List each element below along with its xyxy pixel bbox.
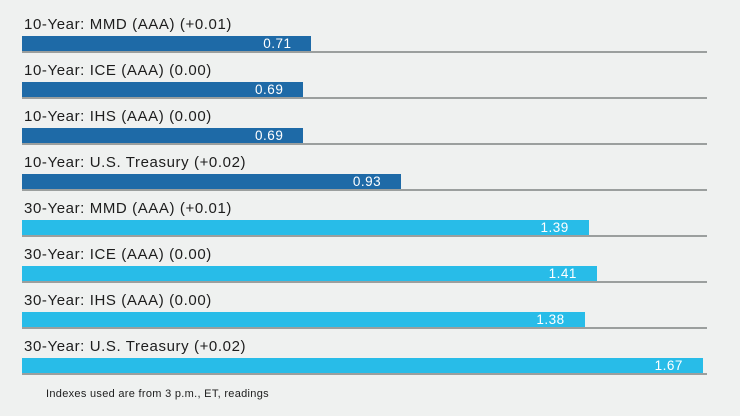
bar-value-label: 1.67 <box>654 358 683 373</box>
bar-row: 10-Year: U.S. Treasury (+0.02) 0.93 <box>22 154 707 191</box>
bar-label: 10-Year: U.S. Treasury (+0.02) <box>24 154 247 171</box>
bar-track: 0.69 <box>22 128 707 145</box>
chart-footnote: Indexes used are from 3 p.m., ET, readin… <box>46 388 269 400</box>
bar-row: 30-Year: ICE (AAA) (0.00) 1.41 <box>22 246 707 283</box>
bar-row: 30-Year: U.S. Treasury (+0.02) 1.67 <box>22 338 707 375</box>
bar-label: 10-Year: IHS (AAA) (0.00) <box>24 108 212 125</box>
bar-track: 1.67 <box>22 358 707 375</box>
bar-10yr-mmd: 0.71 <box>22 36 312 51</box>
bar-30yr-treasury: 1.67 <box>22 358 703 373</box>
bar-30yr-mmd: 1.39 <box>22 220 589 235</box>
yield-bar-chart: 10-Year: MMD (AAA) (+0.01) 0.71 10-Year:… <box>22 16 707 400</box>
bar-10yr-treasury: 0.93 <box>22 174 402 189</box>
bar-row: 30-Year: IHS (AAA) (0.00) 1.38 <box>22 292 707 329</box>
bar-track: 1.39 <box>22 220 707 237</box>
bar-30yr-ihs: 1.38 <box>22 312 585 327</box>
bar-label: 10-Year: ICE (AAA) (0.00) <box>24 62 212 79</box>
bar-track: 0.71 <box>22 36 707 53</box>
bar-30yr-ice: 1.41 <box>22 266 597 281</box>
bar-track: 0.69 <box>22 82 707 99</box>
bar-row: 10-Year: ICE (AAA) (0.00) 0.69 <box>22 62 707 99</box>
bar-value-label: 1.41 <box>548 266 577 281</box>
bar-row: 10-Year: MMD (AAA) (+0.01) 0.71 <box>22 16 707 53</box>
bar-label: 30-Year: IHS (AAA) (0.00) <box>24 292 212 309</box>
bar-label: 10-Year: MMD (AAA) (+0.01) <box>24 16 233 33</box>
bar-value-label: 0.93 <box>352 174 382 189</box>
bar-track: 1.41 <box>22 266 707 283</box>
bar-track: 0.93 <box>22 174 707 191</box>
bar-row: 10-Year: IHS (AAA) (0.00) 0.69 <box>22 108 707 145</box>
bar-10yr-ice: 0.69 <box>22 82 304 97</box>
bar-row: 30-Year: MMD (AAA) (+0.01) 1.39 <box>22 200 707 237</box>
bar-value-label: 1.38 <box>536 312 565 327</box>
bar-track: 1.38 <box>22 312 707 329</box>
bar-label: 30-Year: U.S. Treasury (+0.02) <box>24 338 247 355</box>
bar-value-label: 0.69 <box>255 82 284 97</box>
bar-value-label: 0.71 <box>263 36 292 51</box>
bar-label: 30-Year: ICE (AAA) (0.00) <box>24 246 212 263</box>
bar-value-label: 0.69 <box>255 128 284 143</box>
bar-value-label: 1.39 <box>540 220 569 235</box>
bar-label: 30-Year: MMD (AAA) (+0.01) <box>24 200 233 217</box>
bar-10yr-ihs: 0.69 <box>22 128 304 143</box>
